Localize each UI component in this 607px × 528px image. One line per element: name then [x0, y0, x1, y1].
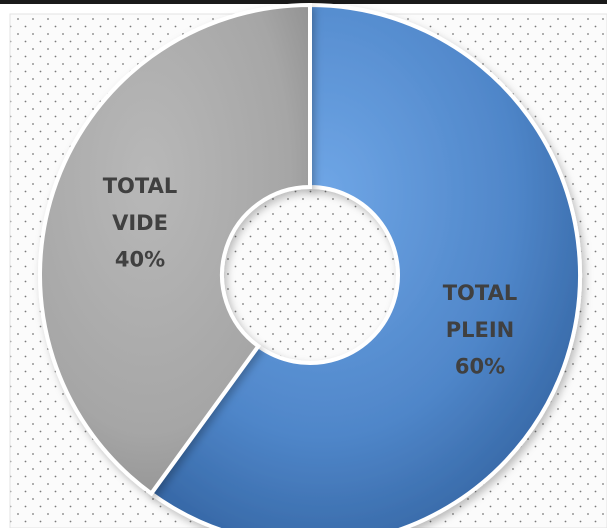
slice-total-vide: [38, 2, 312, 497]
slice-label-line: TOTAL: [443, 281, 518, 305]
slice-label-line: VIDE: [112, 211, 168, 235]
slice-label-total-vide: TOTAL VIDE 40%: [103, 174, 178, 272]
label-group: TOTAL PLEIN 60% TOTAL VIDE 40%: [103, 174, 518, 379]
slice-label-line: TOTAL: [103, 174, 178, 198]
slice-label-line: 40%: [115, 248, 165, 272]
slice-group: [38, 2, 582, 528]
slice-label-line: PLEIN: [446, 318, 515, 342]
slice-label-line: 60%: [455, 355, 505, 379]
slice-total-plein: [148, 2, 582, 528]
slice-label-total-plein: TOTAL PLEIN 60%: [443, 281, 518, 379]
top-border: [0, 0, 607, 4]
